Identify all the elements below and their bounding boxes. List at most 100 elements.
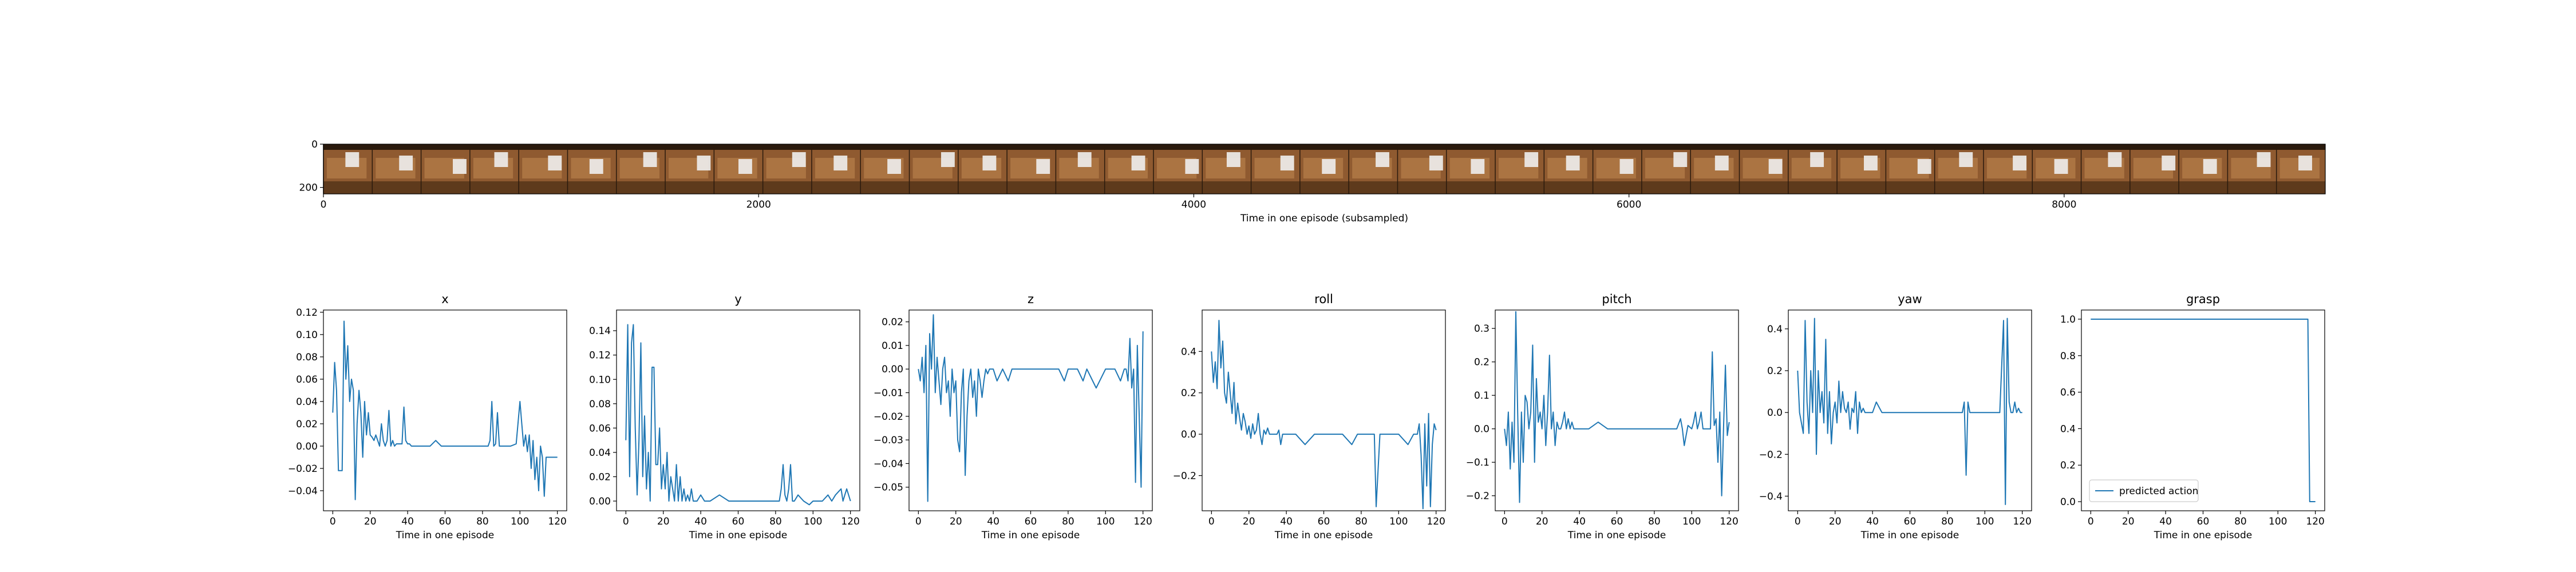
y-tick-label: −0.2 <box>1173 470 1196 482</box>
subplot-title: grasp <box>2186 292 2220 306</box>
action-plots: x0 20 40 60 80 100 1200.120.100.080.060.040.02… <box>288 292 2325 541</box>
filmstrip-frame <box>1153 144 1203 194</box>
series-line <box>1504 311 1730 503</box>
x-tick-label: 40 <box>1573 516 1586 527</box>
filmstrip-x-tick-label: 6000 <box>1617 199 1641 210</box>
gripper-object <box>1863 156 1878 170</box>
filmstrip-frame <box>1250 144 1300 194</box>
gripper-object <box>982 156 997 170</box>
x-tick-label: 60 <box>1318 516 1330 527</box>
y-tick-label: 0.2 <box>1181 388 1196 399</box>
filmstrip-y-tick-label: 0 <box>311 139 318 150</box>
x-tick-label: 60 <box>439 516 452 527</box>
y-tick-label: 0.10 <box>589 374 611 386</box>
x-tick-label: 100 <box>1096 516 1115 527</box>
filmstrip-x-tick-label: 4000 <box>1182 199 1206 210</box>
filmstrip-x-tick-label: 0 <box>321 199 327 210</box>
y-tick-label: 0.0 <box>1181 429 1196 440</box>
x-tick-label: 0 <box>915 516 922 527</box>
y-tick-label: 0.04 <box>589 447 611 459</box>
x-tick-label: 100 <box>1976 516 1994 527</box>
filmstrip-frame <box>1690 144 1740 194</box>
x-tick-label: 60 <box>1025 516 1037 527</box>
gripper-object <box>1077 152 1092 167</box>
gripper-object <box>1917 159 1931 174</box>
filmstrip-frame <box>1445 144 1496 194</box>
series-line <box>1797 317 2022 505</box>
x-axis-label: Time in one episode <box>689 530 787 541</box>
y-tick-label: 0.1 <box>1474 390 1490 402</box>
gripper-object <box>2108 152 2122 167</box>
x-tick-label: 80 <box>1355 516 1368 527</box>
x-tick-label: 80 <box>1062 516 1074 527</box>
gripper-object <box>738 159 752 174</box>
filmstrip-frame <box>2129 144 2179 194</box>
subplot-title: z <box>1028 292 1034 306</box>
x-axis-label: Time in one episode <box>396 530 494 541</box>
subplot-title: y <box>734 292 741 306</box>
filmstrip-frame <box>567 144 617 194</box>
x-tick-label: 20 <box>1829 516 1842 527</box>
subplot-pitch: pitch 0 20 40 60 80 100 120 0.3 0.2 0.1 0.0 −0.1 −0.2… <box>1466 292 1739 541</box>
x-tick-label: 0 <box>623 516 629 527</box>
x-tick-label: 80 <box>476 516 489 527</box>
subplot-title: roll <box>1314 292 1333 306</box>
x-tick-label: 80 <box>2234 516 2247 527</box>
gripper-object <box>792 152 806 167</box>
y-tick-label: 0.02 <box>296 419 318 430</box>
x-tick-label: 100 <box>1682 516 1701 527</box>
subplot-z: z 0 20 40 60 80 100 120 0.02 0.01 0.00 −0.01 −0.02 −0… <box>874 292 1153 541</box>
filmstrip-frame <box>1641 144 1691 194</box>
x-tick-label: 0 <box>2088 516 2094 527</box>
gripper-object <box>494 152 508 167</box>
filmstrip-frame <box>518 144 568 194</box>
filmstrip-frame <box>1788 144 1838 194</box>
gripper-object <box>887 159 902 174</box>
series-line <box>918 314 1144 502</box>
subplot-y: y 0 20 40 60 80 100 120 0.14 0.12 0.10 0.08 0.06 0.04… <box>589 292 860 541</box>
x-tick-label: 120 <box>2306 516 2324 527</box>
y-tick-label: −0.02 <box>288 463 318 475</box>
filmstrip-frame <box>1006 144 1056 194</box>
filmstrip-frame <box>908 144 958 194</box>
gripper-object <box>345 152 359 167</box>
filmstrip-x-tick-label: 2000 <box>746 199 771 210</box>
subplot-title: pitch <box>1602 292 1631 306</box>
y-tick-label: 0.2 <box>1767 366 1783 377</box>
gripper-object <box>1959 152 1973 167</box>
y-tick-label: −0.4 <box>1759 491 1783 502</box>
x-axis-label: Time in one episode <box>1274 530 1373 541</box>
filmstrip-frame <box>2178 144 2228 194</box>
filmstrip-frame <box>2032 144 2081 194</box>
x-tick-label: 80 <box>769 516 782 527</box>
filmstrip-frame <box>811 144 861 194</box>
y-tick-label: 0.00 <box>882 364 903 375</box>
gripper-object <box>399 156 413 170</box>
y-tick-label: 0.00 <box>589 496 611 507</box>
x-tick-label: 40 <box>1866 516 1879 527</box>
subplot-x: x 0 20 40 60 80 100 120 0.12 0.10 0.08 0.06 0.04 0.02… <box>288 292 567 541</box>
gripper-object <box>453 159 467 174</box>
subplot-yaw: yaw 0 20 40 60 80 100 120 0.4 0.2 0.0 −0.2 −0.4 Time … <box>1759 292 2032 541</box>
filmstrip-frame <box>1055 144 1105 194</box>
x-axis-label: Time in one episode <box>981 530 1080 541</box>
gripper-object <box>1673 152 1688 167</box>
y-tick-label: 0.10 <box>296 329 318 341</box>
filmstrip-frame <box>1543 144 1593 194</box>
series-line <box>2091 319 2316 502</box>
filmstrip-frame <box>1299 144 1349 194</box>
filmstrip-frame <box>1885 144 1935 194</box>
x-tick-label: 120 <box>1427 516 1445 527</box>
y-tick-label: −0.1 <box>1466 457 1490 468</box>
gripper-object <box>941 152 955 167</box>
gripper-object <box>1429 156 1443 170</box>
x-tick-label: 40 <box>987 516 999 527</box>
y-tick-label: 0.08 <box>296 352 318 363</box>
x-tick-label: 120 <box>1720 516 1738 527</box>
x-tick-label: 60 <box>1611 516 1623 527</box>
y-tick-label: 0.4 <box>2060 423 2076 435</box>
series-line <box>625 324 851 506</box>
y-tick-label: 0.02 <box>589 471 611 483</box>
gripper-object <box>1471 159 1485 174</box>
